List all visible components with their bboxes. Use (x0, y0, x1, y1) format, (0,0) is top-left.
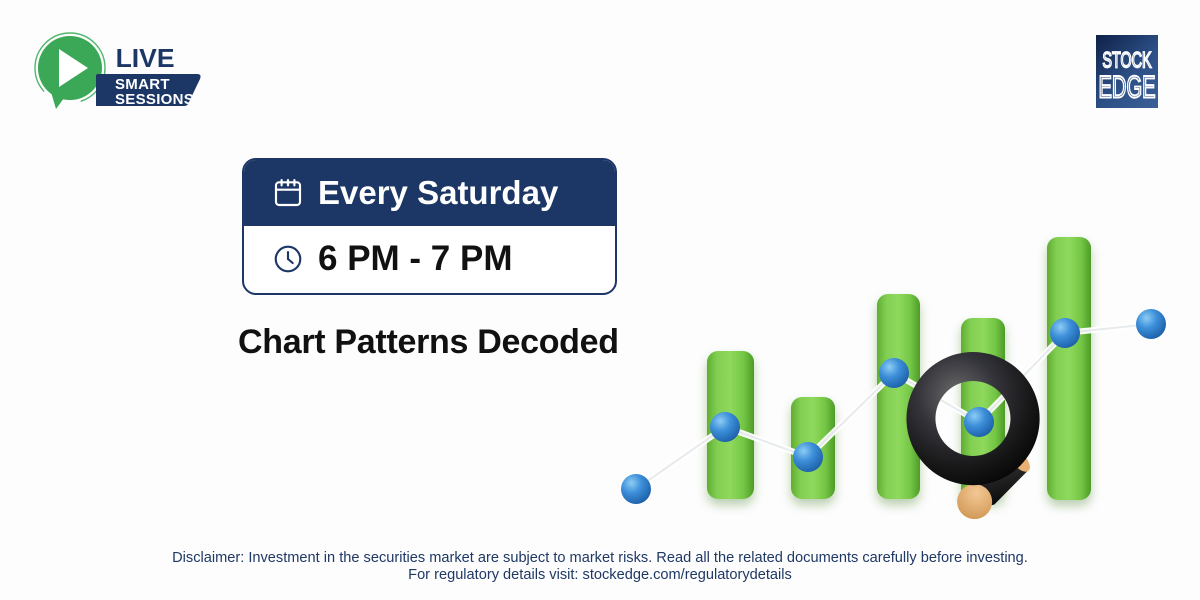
svg-text:LIVE: LIVE (116, 43, 175, 73)
svg-text:SESSIONS: SESSIONS (115, 91, 194, 108)
svg-text:EDGE: EDGE (1098, 69, 1155, 105)
